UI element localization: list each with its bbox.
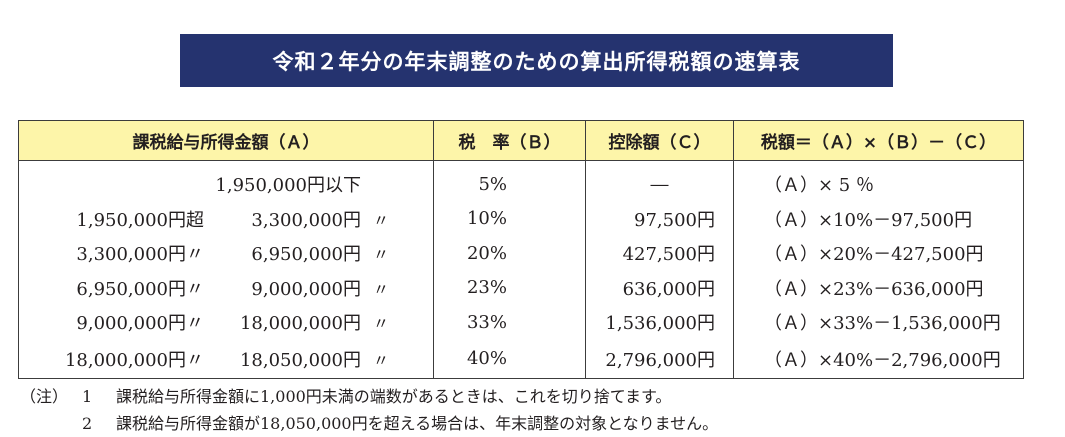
ditto-mark: 〃 [372,210,389,230]
deduction-cell: 636,000円 [585,270,734,305]
formula-cell: （Ａ）×40%－2,796,000円 [733,339,1024,379]
ditto-mark: 〃 [372,350,389,370]
formula-cell: （Ａ）×20%－427,500円 [733,236,1024,271]
income-to: 9,000,000円 [251,278,361,300]
header-rate: 税 率（Ｂ） [433,120,586,161]
note-item: 2 課税給与所得金額が18,050,000円を超える場合は、年末調整の対象となり… [20,410,718,437]
income-range-cell: 1,950,000円超 3,300,000円〃 [18,201,434,236]
ditto-mark: 〃 [372,245,389,265]
rate-cell: 5% [433,160,586,202]
tax-rate-table: 課税給与所得金額（Ａ） 税 率（Ｂ） 控除額（Ｃ） 税額＝（Ａ）×（Ｂ）－（Ｃ）… [18,120,1024,379]
note-text: 課税給与所得金額が18,050,000円を超える場合は、年末調整の対象となりませ… [116,414,719,433]
table-row: 1,950,000円超 3,300,000円〃 10% 97,500円 （Ａ）×10%－… [18,201,1024,236]
table-header-row: 課税給与所得金額（Ａ） 税 率（Ｂ） 控除額（Ｃ） 税額＝（Ａ）×（Ｂ）－（Ｃ） [18,120,1024,161]
table-row: 6,950,000円〃 9,000,000円〃 23% 636,000円 （Ａ）×23%… [18,270,1024,305]
page-title: 令和２年分の年末調整のための算出所得税額の速算表 [180,34,893,87]
rate-cell: 40% [433,339,586,379]
income-range-cell: 18,000,000円〃 18,050,000円〃 [18,339,434,379]
formula-cell: （Ａ）×23%－636,000円 [733,270,1024,305]
note-text: 課税給与所得金額に1,000円未満の端数があるときは、これを切り捨てます。 [116,387,672,406]
table-row: 3,300,000円〃 6,950,000円〃 20% 427,500円 （Ａ）×20%… [18,236,1024,271]
income-from: 18,000,000円〃 [64,349,204,371]
income-to: 18,050,000円 [239,349,361,371]
note-number: 2 [82,414,93,433]
income-to: 18,000,000円 [239,313,361,335]
deduction-cell: 427,500円 [585,236,734,271]
header-tax: 税額＝（Ａ）×（Ｂ）－（Ｃ） [733,120,1024,161]
income-from: 1,950,000円超 [76,209,204,231]
table-row: 9,000,000円〃 18,000,000円〃 33% 1,536,000円 （Ａ）×… [18,305,1024,340]
rate-cell: 33% [433,305,586,340]
deduction-cell: 97,500円 [585,201,734,236]
formula-cell: （Ａ）× 5 ％ [733,160,1024,202]
deduction-cell: 1,536,000円 [585,305,734,340]
income-range-cell: 9,000,000円〃 18,000,000円〃 [18,305,434,340]
rate-cell: 23% [433,270,586,305]
income-to: 1,950,000円以下 [215,175,361,197]
income-to: 3,300,000円 [251,209,361,231]
ditto-mark: 〃 [372,314,389,334]
income-from: 3,300,000円〃 [76,244,204,266]
header-income: 課税給与所得金額（Ａ） [18,120,434,161]
notes: （注） 1 課税給与所得金額に1,000円未満の端数があるときは、これを切り捨て… [20,383,718,437]
header-deduction: 控除額（Ｃ） [585,120,734,161]
table-row: 18,000,000円〃 18,050,000円〃 40% 2,796,000円 （Ａ）… [18,339,1024,379]
note-mark: （注） [20,387,69,406]
rate-cell: 20% [433,236,586,271]
income-from: 9,000,000円〃 [76,313,204,335]
note-item: （注） 1 課税給与所得金額に1,000円未満の端数があるときは、これを切り捨て… [20,383,718,410]
income-range-cell: 6,950,000円〃 9,000,000円〃 [18,270,434,305]
formula-cell: （Ａ）×33%－1,536,000円 [733,305,1024,340]
deduction-cell: 2,796,000円 [585,339,734,379]
table-row: 1,950,000円以下 5% ― （Ａ）× 5 ％ [18,160,1024,202]
formula-cell: （Ａ）×10%－97,500円 [733,201,1024,236]
note-number: 1 [82,387,93,406]
income-range-cell: 3,300,000円〃 6,950,000円〃 [18,236,434,271]
income-range-cell: 1,950,000円以下 [18,160,434,202]
deduction-cell: ― [585,160,734,202]
ditto-mark: 〃 [372,279,389,299]
rate-cell: 10% [433,201,586,236]
income-from: 6,950,000円〃 [76,278,204,300]
income-to: 6,950,000円 [251,244,361,266]
